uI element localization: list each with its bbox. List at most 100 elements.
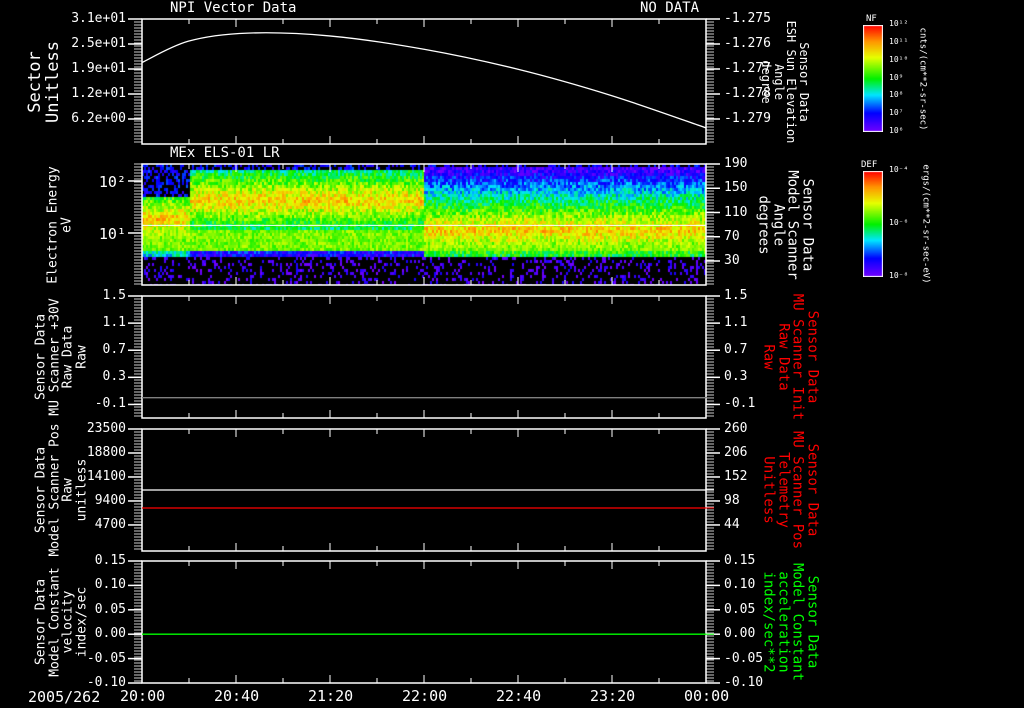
y-axis-title-right: Sensor Data Model Constant acceleration ind… [760, 563, 820, 681]
panel1-status: NO DATA [640, 0, 700, 16]
y-tick-label: 0.05 [94, 601, 126, 617]
time-tick-label: 21:20 [308, 687, 354, 705]
y-tick-label: 6.2e+00 [71, 111, 126, 126]
y-tick-label-right: 0.10 [724, 577, 756, 593]
y-axis-title-right-line: Sensor Data [797, 41, 812, 122]
y-axis-title-line: velocity [61, 590, 76, 654]
y-axis-title-line: Electron Energy [45, 165, 61, 284]
y-tick-label-right: -1.279 [724, 111, 771, 126]
y-tick-label: 18800 [86, 444, 126, 460]
y-axis-title-right-line: index/sec**2 [760, 571, 777, 673]
y-tick-label-right: 1.5 [724, 288, 748, 303]
y-axis-title-right: Sensor Data Model Scanner Angle degrees [755, 169, 815, 280]
panel2-title: MEx ELS-01 LR [170, 145, 280, 161]
y-tick-label: 1.2e+01 [71, 86, 126, 101]
y-tick-label-right: -1.275 [724, 11, 771, 26]
y-tick-label: 4700 [94, 516, 126, 532]
colorbar-tick: 10¹² [889, 19, 909, 28]
y-axis-title-line: unitless [74, 458, 90, 522]
y-tick-label-right: 1.1 [724, 315, 748, 331]
y-axis-title-line: Unitless [43, 40, 63, 123]
nf-colorbar [863, 25, 883, 132]
y-tick-label-right: 190 [724, 156, 748, 171]
y-axis-title-line: eV [59, 216, 74, 233]
y-tick-label-right: 260 [724, 421, 748, 436]
y-axis-title-right-line: Angle [770, 203, 786, 246]
colorbar-tick: 10⁷ [889, 108, 904, 118]
y-axis-title-line: Raw [61, 478, 76, 502]
y-tick-label-right: -1.277 [724, 61, 771, 76]
y-axis-title-line: index/sec [74, 586, 90, 658]
y-axis-title-right-line: Sensor Data [804, 310, 821, 404]
colorbar-units: cnts/(cm**2-sr-sec) [917, 27, 928, 130]
y-tick-label: -0.05 [86, 650, 126, 666]
y-axis-title-right: Sensor Data MU Scanner Pos Telemetry Unitle… [760, 430, 821, 550]
colorbar-tick: 10¹⁰ [889, 54, 909, 64]
y-axis-title: Sensor Data Model Scanner Pos Raw unitless [34, 423, 90, 557]
panel-frame [141, 163, 707, 286]
colorbar-tick: 10¹¹ [889, 36, 909, 46]
y-tick-label: 10¹ [98, 224, 126, 243]
y-tick-label-right: 206 [724, 444, 748, 460]
y-axis-title-right-line: degrees [755, 194, 772, 255]
y-tick-label: 0.10 [94, 577, 126, 593]
colorbar-units: ergs/(cm**2-sr-sec-eV) [920, 164, 931, 284]
y-tick-label-right: 0.00 [724, 626, 756, 642]
y-tick-label-right: -0.10 [724, 675, 764, 690]
y-axis-title: Sector Unitless [25, 40, 63, 123]
y-tick-label: -0.10 [86, 675, 126, 690]
y-axis-title: Electron Energy eV [45, 165, 74, 284]
colorbar-tick: 10⁶ [889, 126, 904, 135]
panel1-title: NPI Vector Data [170, 0, 297, 16]
def-colorbar [863, 171, 883, 277]
y-axis-title-right-line: MU Scanner Pos [789, 430, 806, 550]
y-tick-label: 9400 [94, 492, 126, 508]
y-axis-title-right-line: ESH Sun Elevation [784, 20, 799, 143]
colorbar-tick: 10⁹ [889, 72, 904, 82]
y-axis-title-right-line: Raw Data [775, 323, 791, 391]
time-tick-label: 22:40 [496, 687, 542, 705]
y-tick-label: -0.1 [94, 396, 126, 412]
y-axis-title-right-line: Telemetry [775, 452, 791, 528]
time-tick-label: 20:00 [120, 687, 166, 705]
colorbar-title: DEF [861, 160, 878, 170]
y-tick-label: 0.3 [102, 369, 126, 385]
y-tick-label: 1.5 [102, 288, 126, 303]
y-axis-title-line: Model Scanner Pos [47, 423, 63, 557]
colorbar-tick: 10⁸ [889, 90, 904, 100]
y-tick-label: 14100 [86, 468, 126, 484]
y-tick-label-right: -0.05 [724, 650, 764, 666]
y-axis-title-line: Sensor Data [33, 313, 49, 401]
series-line-sector [141, 32, 707, 129]
y-axis-title-right-line: Sensor Data [804, 443, 821, 537]
y-axis-title-right-line: MU Scanner Init [789, 293, 806, 421]
y-axis-title-right-line: Model Scanner [784, 169, 801, 280]
y-axis-title: Sensor Data MU Scanner +30V Raw Data Raw [33, 298, 90, 415]
y-axis-title-right-line: acceleration [775, 571, 791, 673]
y-axis-title-right-line: Raw [760, 344, 777, 370]
panel-frame [141, 560, 707, 684]
colorbar-tick: 10⁻⁸ [889, 271, 909, 280]
y-axis-title-line: Sensor Data [33, 578, 49, 666]
y-tick-label-right: 0.15 [724, 553, 756, 568]
y-tick-label: 2.5e+01 [71, 36, 126, 51]
y-tick-label-right: 98 [724, 492, 740, 508]
y-tick-label-right: 0.05 [724, 601, 756, 617]
y-tick-label: 10² [98, 172, 126, 191]
colorbar-title: NF [866, 14, 877, 24]
y-axis-title-right: Sensor Data MU Scanner Init Raw Data Raw [760, 293, 821, 421]
y-tick-label: 0.15 [94, 553, 126, 568]
y-tick-label-right: -1.276 [724, 36, 771, 51]
y-axis-title-right: Sensor Data ESH Sun Elevation Angle degree [759, 20, 812, 143]
y-tick-label-right: 110 [724, 204, 748, 220]
y-axis-title-right-line: Angle [772, 63, 786, 100]
y-axis-title-line: Model Constant [47, 567, 63, 677]
y-axis-title: Sensor Data Model Constant velocity index/s… [33, 567, 90, 677]
y-tick-label-right: 70 [724, 228, 740, 244]
y-tick-label-right: 152 [724, 468, 748, 484]
time-tick-label: 20:40 [214, 687, 260, 705]
y-tick-label-right: -1.278 [724, 86, 771, 101]
y-tick-label: 1.1 [102, 315, 126, 331]
date-label: 2005/262 [28, 688, 101, 706]
